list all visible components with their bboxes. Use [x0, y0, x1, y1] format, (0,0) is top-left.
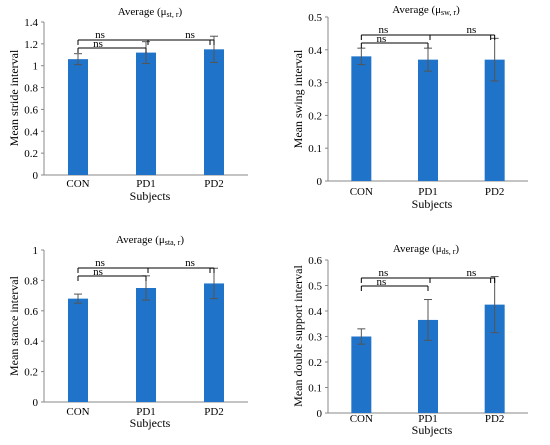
x-tick-label: CON [66, 406, 89, 418]
chart-panel-1: Average (μst, r) 0 0.2 0.4 0.6 0.8 1 1.2 1.4 CON P… [7, 6, 248, 203]
bar-pd1 [418, 319, 438, 413]
y-tick-label: 0.8 [24, 275, 38, 287]
y-tick-label: 1 [33, 61, 39, 73]
y-tick-label: 0.6 [308, 255, 322, 267]
significance-label: ns [466, 24, 476, 36]
y-tick-label: 0.2 [24, 148, 38, 160]
significance-label: ns [376, 33, 386, 45]
chart-panel-3: Average (μsta, r) 0 0.2 0.4 0.6 0.8 1 CON PD1 PD2… [7, 234, 248, 430]
y-tick-label: 0.3 [308, 332, 322, 344]
x-tick-label: PD2 [485, 186, 505, 198]
y-tick-label: 0.4 [308, 306, 322, 318]
y-tick-label: 0.5 [308, 12, 322, 24]
y-tick-label: 0.1 [308, 143, 322, 155]
y-tick-label: 0.4 [24, 126, 38, 138]
x-axis-label: Subjects [130, 416, 171, 430]
chart-title: Average (μsta, r) [116, 234, 184, 247]
bar-pd1 [418, 59, 438, 181]
y-tick-label: 0 [33, 170, 39, 182]
x-tick-label: CON [66, 178, 89, 190]
y-tick-label: 0.6 [24, 306, 38, 318]
y-tick-label: 0.1 [308, 383, 322, 395]
significance-label: ns [378, 24, 388, 36]
y-tick-label: 0.6 [24, 104, 38, 116]
y-tick-label: 0.4 [24, 336, 38, 348]
bar-pd2 [204, 49, 224, 176]
y-axis-label: Mean swing interval [291, 49, 305, 148]
y-tick-label: 0.2 [308, 357, 322, 369]
significance-label: ns [185, 257, 195, 269]
chart-title: Average (μds, r) [393, 243, 460, 256]
x-tick-label: CON [350, 413, 373, 425]
significance-label: ns [93, 266, 103, 278]
bar-con [351, 336, 372, 413]
significance-label: ns [466, 267, 476, 279]
y-tick-label: 1.4 [24, 17, 38, 29]
x-axis-label: Subjects [412, 423, 453, 437]
bar-pd2 [484, 304, 505, 413]
x-tick-label: PD1 [136, 178, 156, 190]
significance-label: ns [93, 38, 103, 50]
y-tick-label: 0 [33, 397, 39, 409]
x-axis-label: Subjects [130, 189, 171, 203]
significance-label: ns [378, 267, 388, 279]
y-tick-label: 0.3 [308, 78, 322, 90]
significance-label: ns [95, 29, 105, 41]
y-tick-label: 0 [317, 176, 323, 188]
y-axis-label: Mean double support interval [291, 265, 305, 407]
bar-con [68, 59, 88, 175]
x-axis-label: Subjects [412, 197, 453, 211]
y-tick-label: 0 [317, 408, 323, 420]
chart-title: Average (μsw, r) [392, 4, 460, 17]
y-tick-label: 0.2 [308, 110, 322, 122]
chart-panel-2: Average (μsw, r) 0 0.1 0.2 0.3 0.4 0.5 CON PD1 PD… [291, 4, 528, 211]
bar-con [68, 298, 88, 402]
significance-label: ns [376, 276, 386, 288]
y-tick-label: 0.2 [24, 367, 38, 379]
y-axis-label: Mean stride interval [7, 49, 21, 146]
significance-label: ns [95, 257, 105, 269]
bar-pd1 [136, 52, 156, 175]
x-tick-label: PD2 [485, 413, 505, 425]
y-tick-label: 1.2 [24, 39, 38, 51]
bar-con [351, 56, 372, 181]
y-tick-label: 1 [33, 245, 39, 257]
x-tick-label: PD2 [204, 178, 224, 190]
chart-title: Average (μst, r) [118, 6, 183, 19]
x-tick-label: PD1 [418, 413, 438, 425]
bar-pd2 [204, 283, 224, 402]
significance-label: ns [185, 29, 195, 41]
bar-pd1 [136, 288, 156, 402]
bar-pd2 [484, 59, 505, 181]
y-tick-label: 0.8 [24, 83, 38, 95]
x-tick-label: CON [350, 186, 373, 198]
chart-panel-4: Average (μds, r) 0 0.1 0.2 0.3 0.4 0.5 0.6 CON PD… [291, 243, 528, 437]
x-tick-label: PD1 [418, 186, 438, 198]
y-axis-label: Mean stance interval [7, 275, 21, 376]
y-tick-label: 0.4 [308, 45, 322, 57]
x-tick-label: PD1 [136, 406, 156, 418]
y-tick-label: 0.5 [308, 281, 322, 293]
x-tick-label: PD2 [204, 406, 224, 418]
